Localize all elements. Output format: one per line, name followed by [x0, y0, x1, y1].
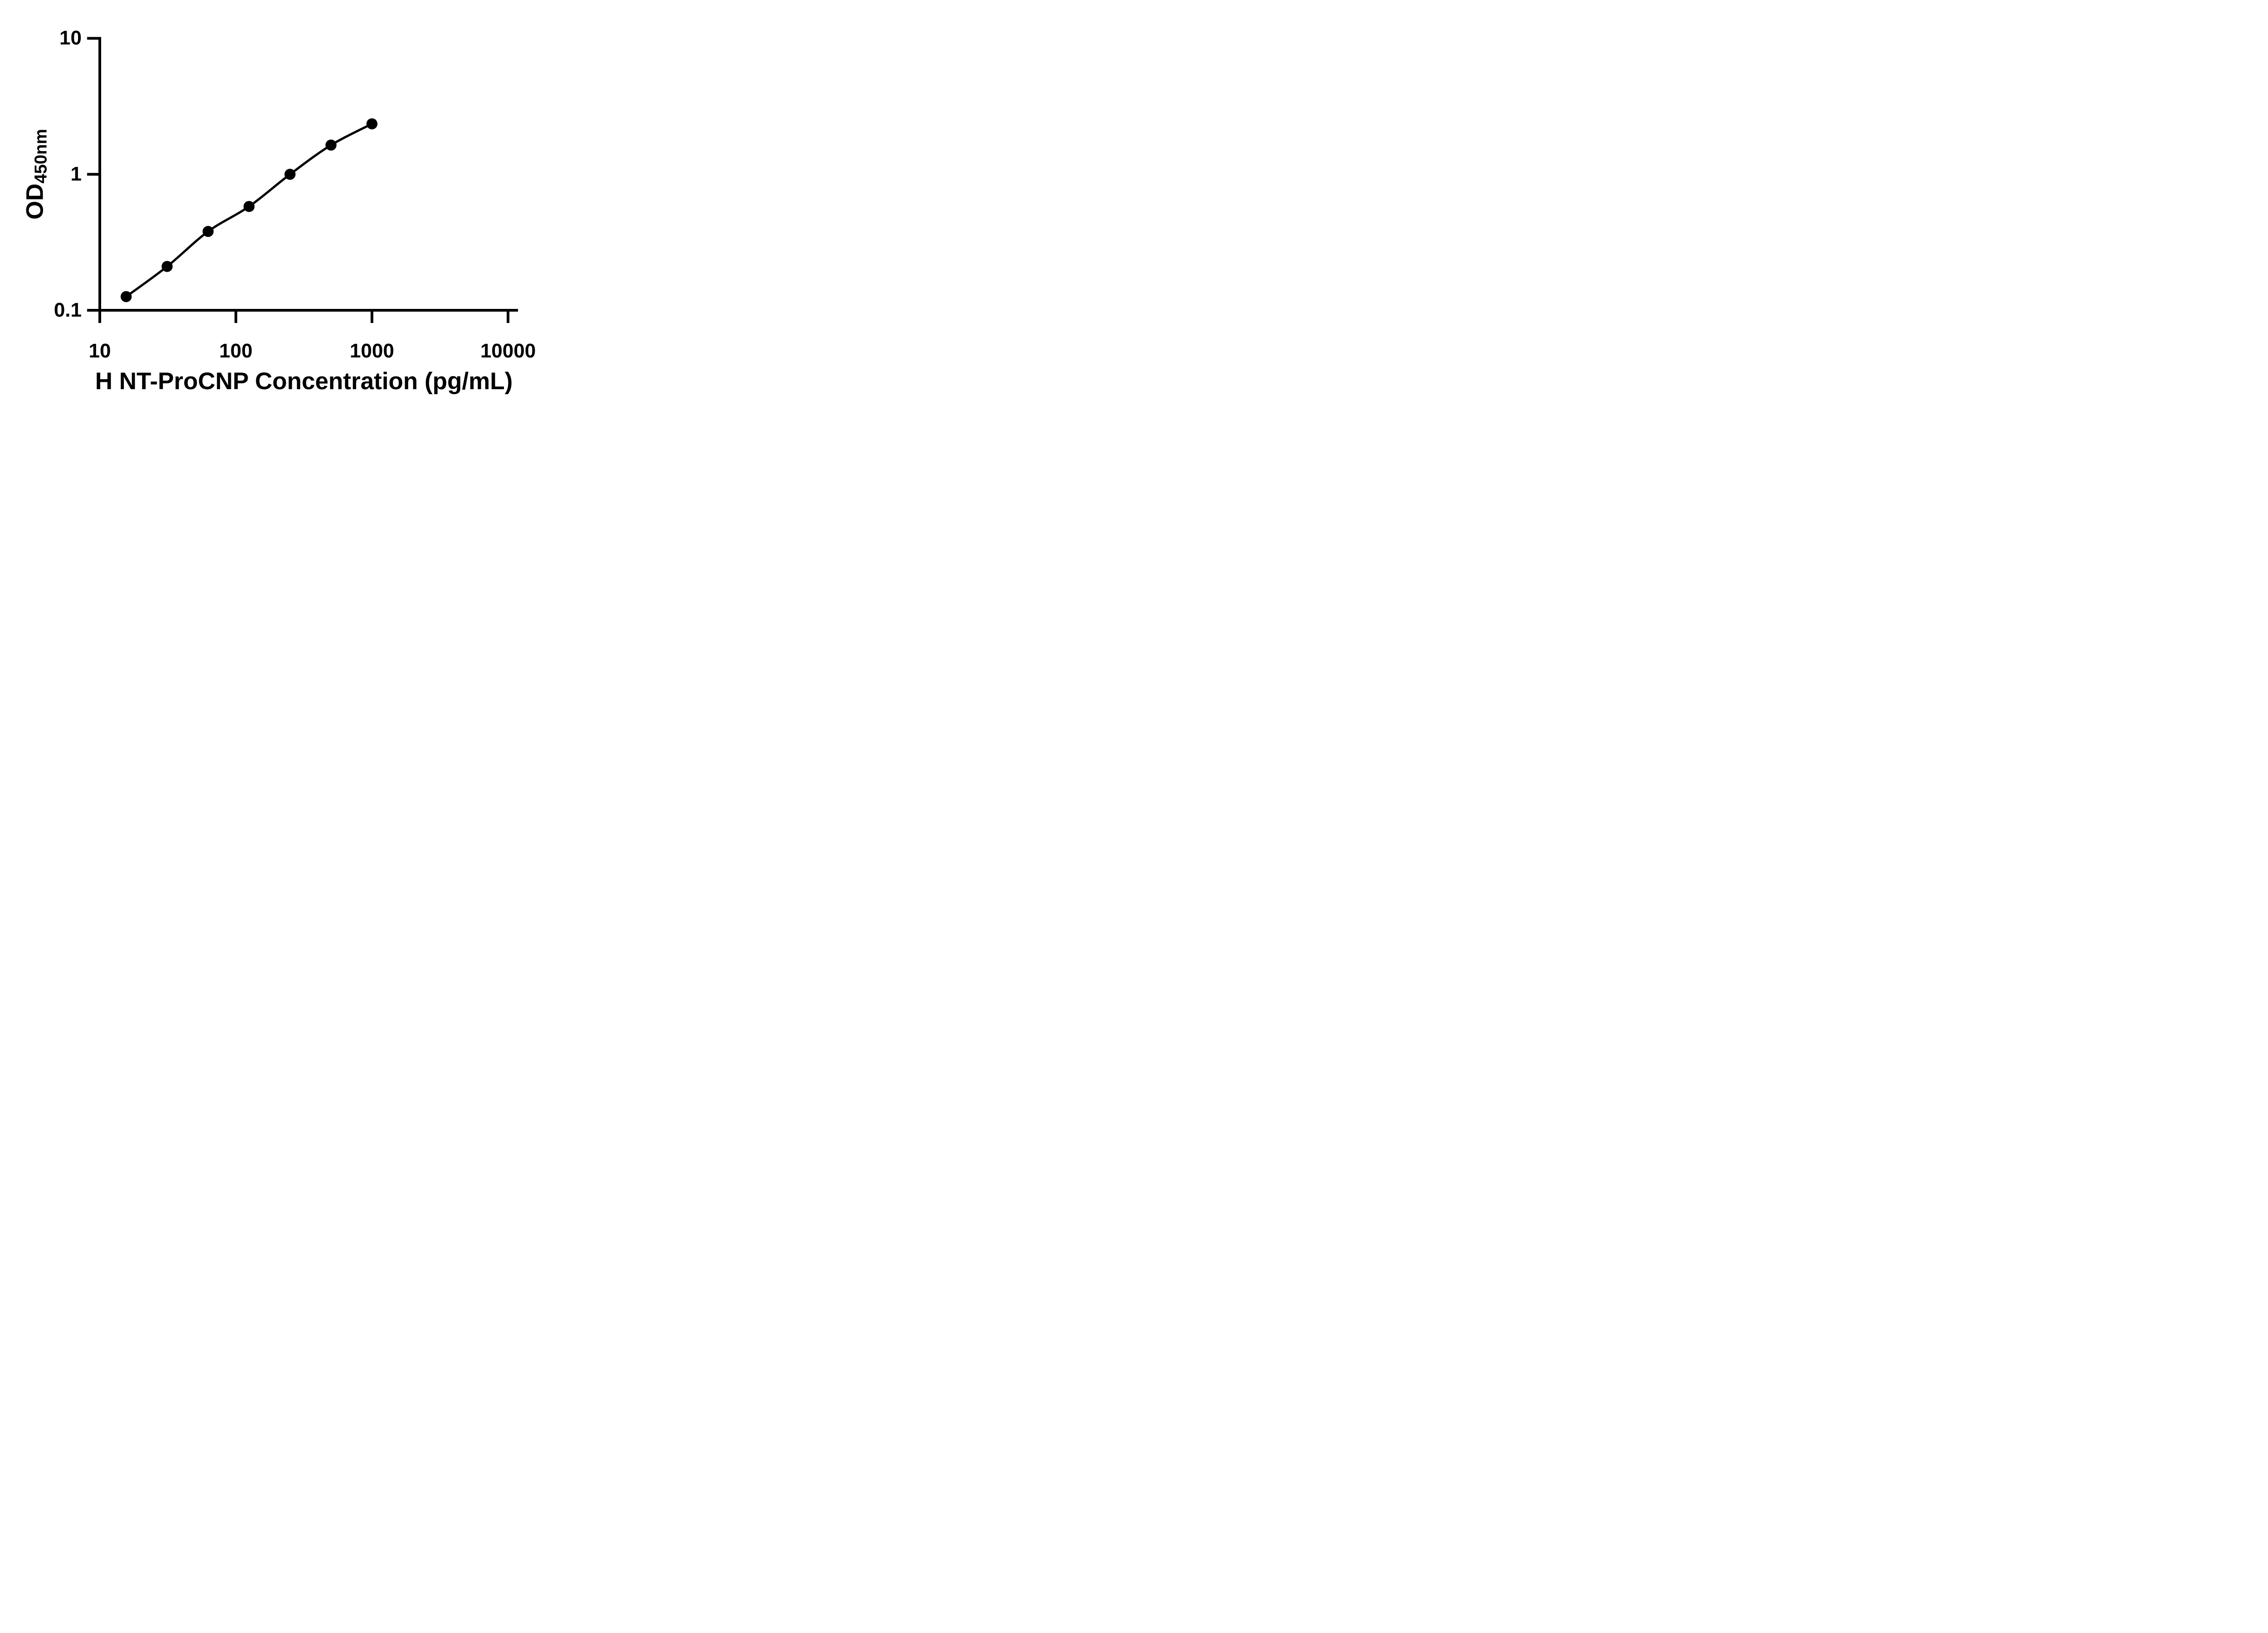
data-point	[120, 291, 132, 303]
data-point	[161, 261, 173, 272]
y-axis-title: OD450nm	[21, 129, 54, 220]
x-tick-label: 10	[88, 340, 111, 362]
y-axis-title-main: OD	[21, 183, 49, 220]
data-point	[243, 200, 255, 212]
data-point	[284, 169, 296, 180]
x-tick-label: 100	[219, 340, 253, 362]
data-point	[325, 139, 337, 151]
y-tick-label: 0.1	[54, 299, 82, 321]
y-tick-label: 10	[59, 27, 82, 49]
y-tick-label: 1	[70, 163, 82, 185]
data-point	[366, 118, 378, 130]
x-tick-label: 10000	[480, 340, 536, 362]
plot-area	[87, 37, 518, 323]
x-tick-label: 1000	[350, 340, 394, 362]
elisa-standard-curve-figure: 10 1 0.1 10 100 1000 10000 H NT-ProCNP C…	[0, 0, 571, 408]
y-axis-title-sub: 450nm	[31, 129, 51, 184]
x-axis-title: H NT-ProCNP Concentration (pg/mL)	[95, 368, 513, 395]
data-point	[202, 226, 214, 237]
